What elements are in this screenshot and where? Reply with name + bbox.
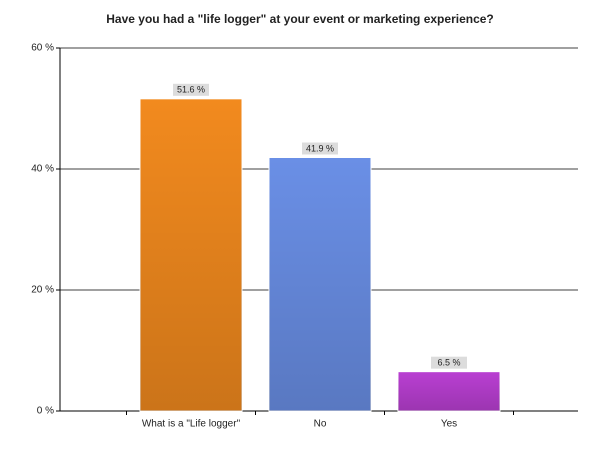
x-tick-label: What is a "Life logger" [142,419,241,430]
value-label-box [173,83,209,96]
y-tick-label: 60 % [31,43,54,54]
y-tick-label: 0 % [37,406,54,417]
x-tick-label: Yes [441,419,457,430]
value-label-box [302,142,338,155]
value-label: 41.9 % [306,143,334,153]
x-tick-label: No [314,419,327,430]
y-tick-label: 40 % [31,164,54,175]
bar-shade [140,98,242,411]
chart-title: Have you had a "life logger" at your eve… [106,12,494,26]
bar-shade [398,371,500,411]
value-label: 6.5 % [437,358,460,368]
value-label-box [431,356,467,369]
value-label: 51.6 % [177,85,205,95]
y-tick-label: 20 % [31,285,54,296]
bar-shade [269,157,371,411]
